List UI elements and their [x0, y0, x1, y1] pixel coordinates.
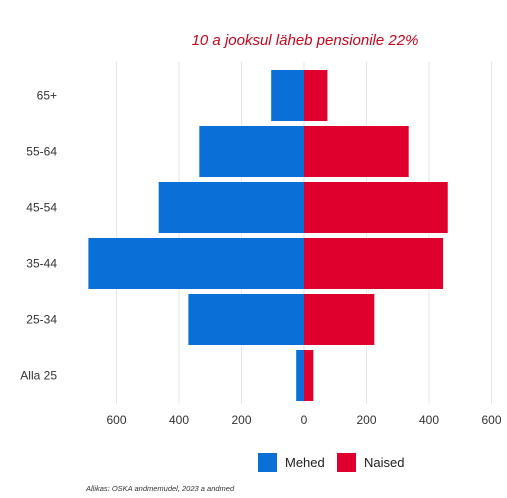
x-tick-label: 0: [301, 413, 308, 427]
bar-mehed-35-44: [88, 238, 304, 289]
bar-mehed-Alla 25: [296, 350, 304, 401]
x-tick-label: 200: [231, 413, 251, 427]
x-tick-label: 400: [419, 413, 439, 427]
bar-mehed-45-54: [158, 182, 304, 233]
bar-naised-45-54: [304, 182, 448, 233]
category-label: 25-34: [26, 313, 57, 327]
bar-naised-25-34: [304, 294, 375, 345]
x-tick-labels: 600 400 200 0 200 400 600: [106, 413, 501, 427]
chart-annotation: 10 a jooksul läheb pensionile 22%: [192, 32, 419, 49]
bar-mehed-25-34: [188, 294, 304, 345]
legend-swatch-0: [258, 453, 277, 472]
legend-label-0: Mehed: [285, 455, 325, 470]
category-label: 45-54: [26, 201, 57, 215]
category-labels: Alla 25 25-34 35-44 45-54 55-64 65+: [20, 89, 57, 383]
bar-naised-Alla 25: [304, 350, 314, 401]
legend-swatch-1: [337, 453, 356, 472]
bar-naised-65+: [304, 70, 328, 121]
bar-naised-55-64: [304, 126, 409, 177]
x-tick-label: 600: [106, 413, 126, 427]
bar-naised-35-44: [304, 238, 444, 289]
bar-mehed-55-64: [199, 126, 304, 177]
source-note: Allikas: OSKA andmemudel, 2023 a andmed: [86, 484, 235, 493]
category-label: 65+: [37, 89, 57, 103]
x-tick-label: 200: [356, 413, 376, 427]
legend: Mehed Naised: [258, 453, 404, 472]
bars: [88, 70, 448, 401]
legend-label-1: Naised: [364, 455, 404, 470]
category-label: 35-44: [26, 257, 57, 271]
x-tick-label: 600: [481, 413, 501, 427]
bar-mehed-65+: [271, 70, 304, 121]
category-label: Alla 25: [20, 369, 57, 383]
x-tick-label: 400: [169, 413, 189, 427]
category-label: 55-64: [26, 145, 57, 159]
